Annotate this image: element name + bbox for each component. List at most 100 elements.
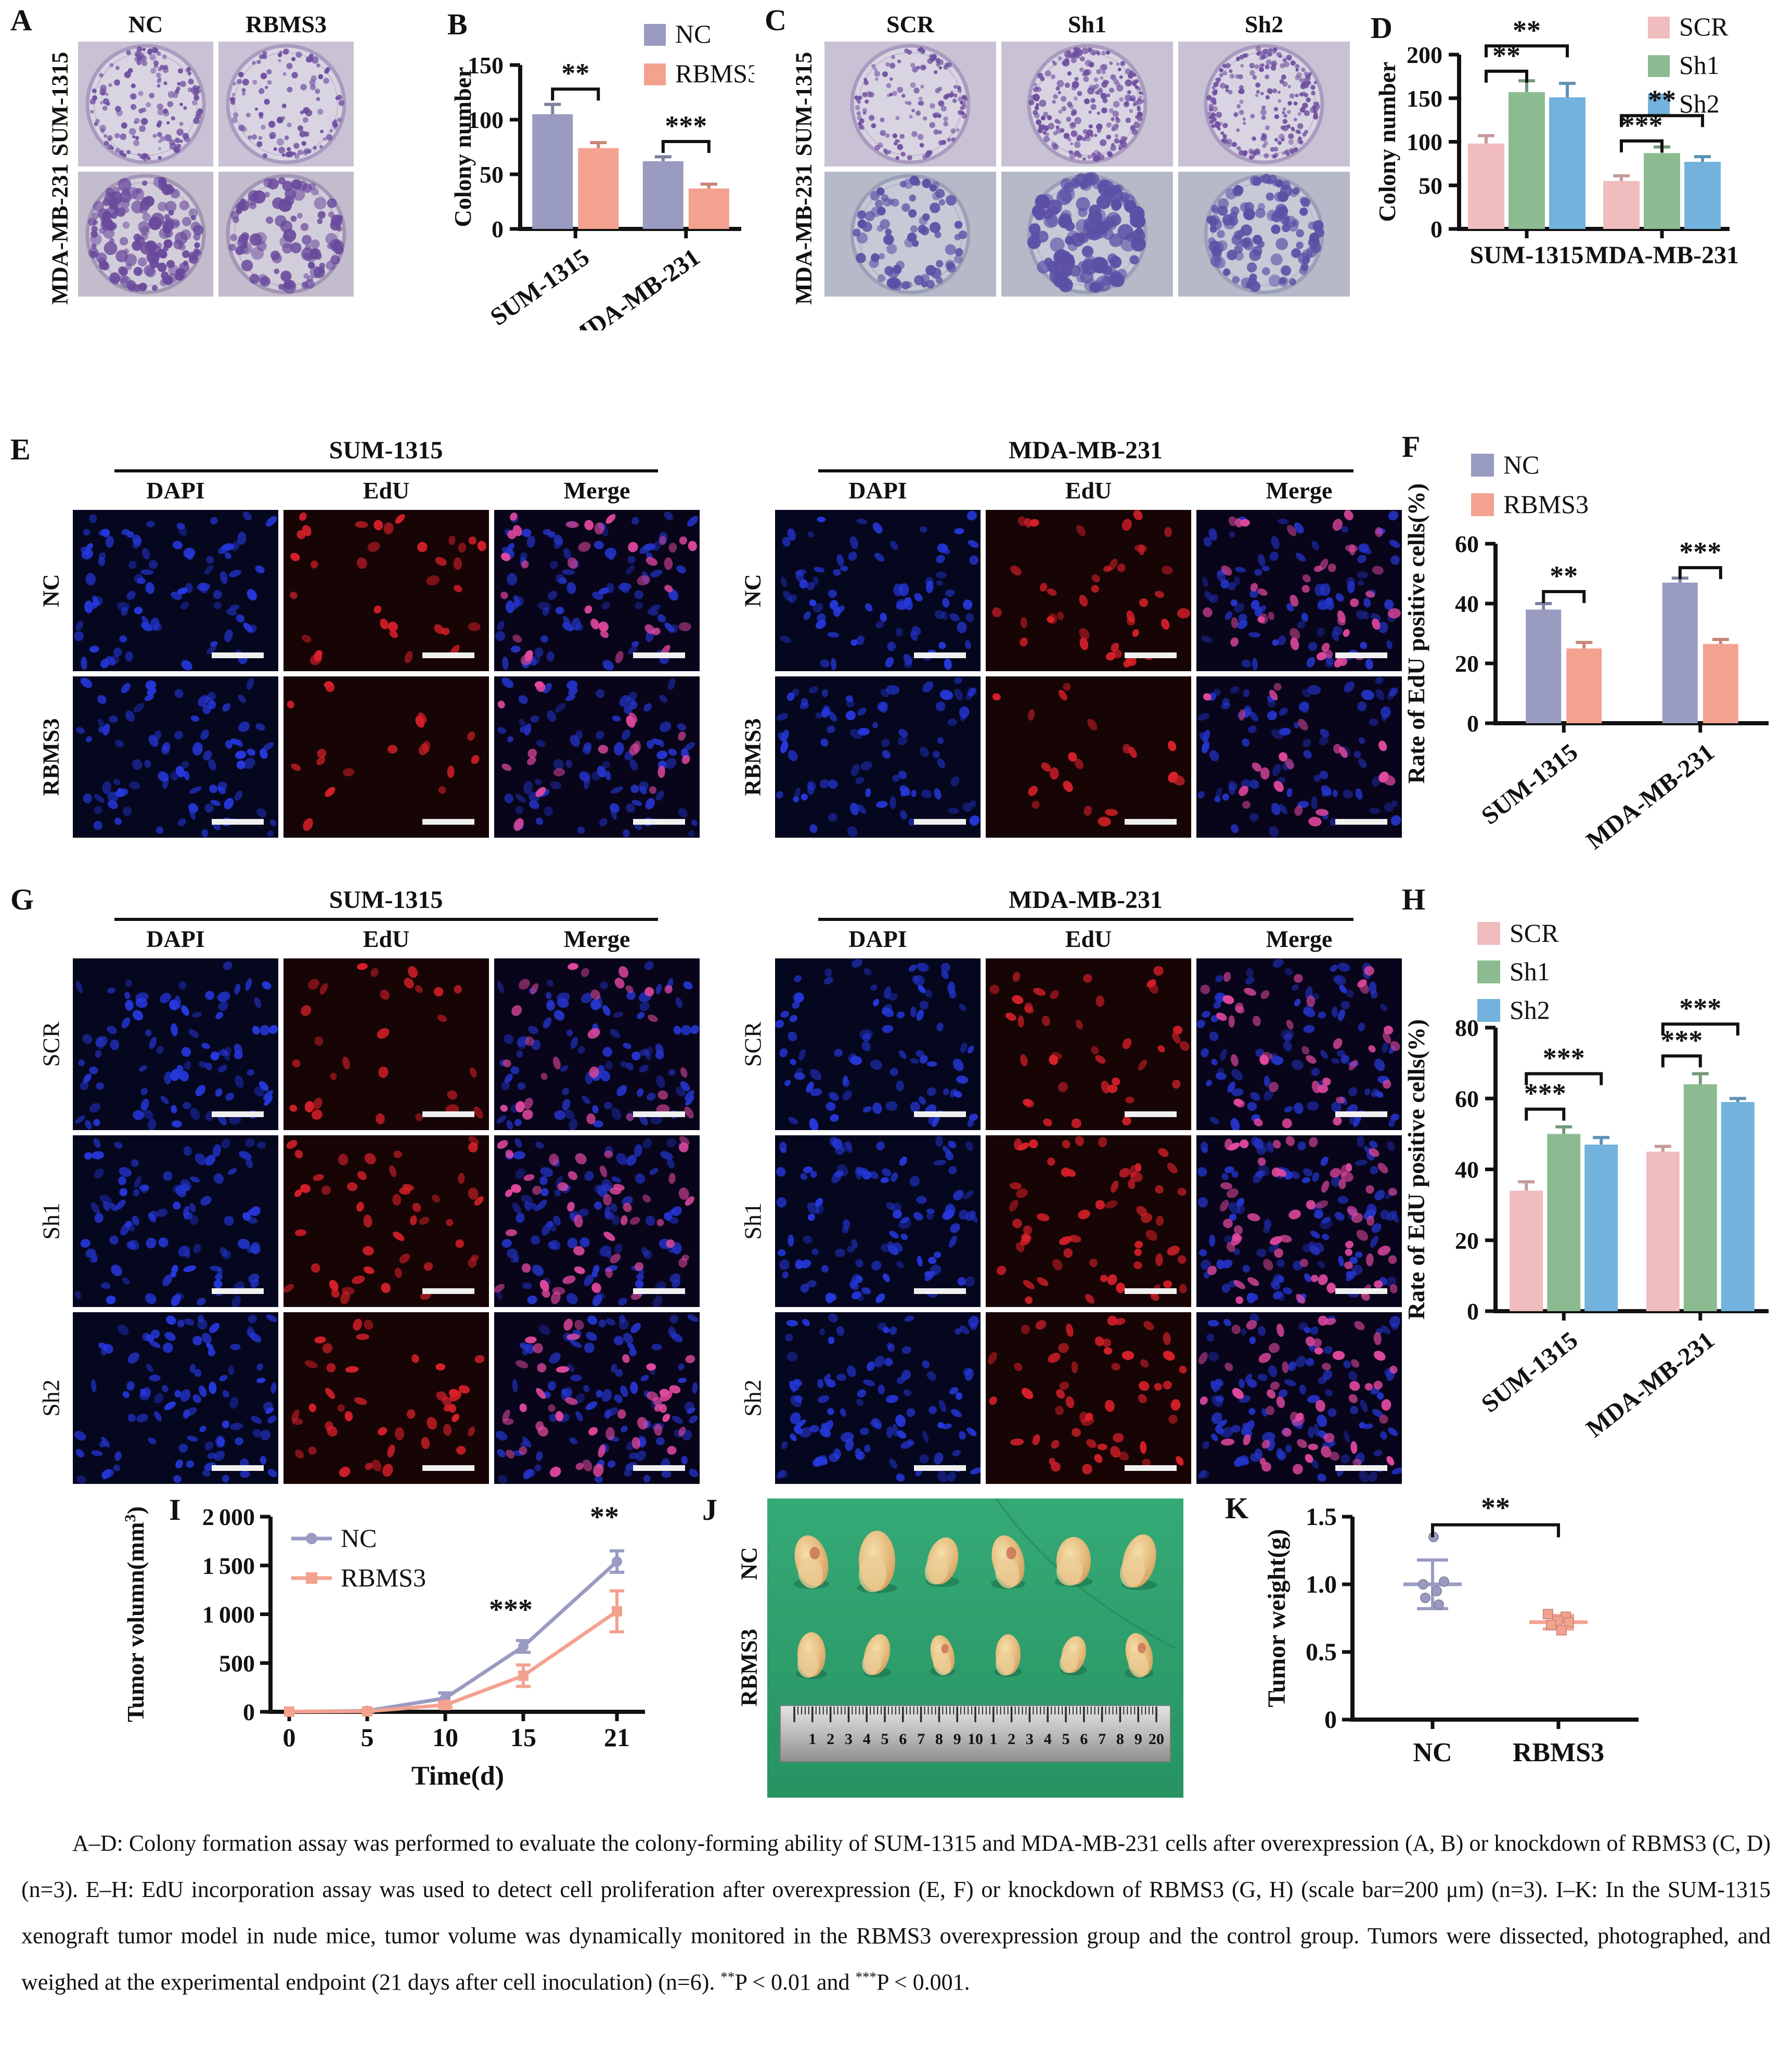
column-header-edu: EdU bbox=[363, 477, 410, 504]
svg-text:20: 20 bbox=[1455, 1227, 1479, 1254]
row-label-mda-mb-231: MDA-MB-231 bbox=[47, 163, 73, 305]
svg-text:60: 60 bbox=[1455, 531, 1479, 557]
svg-text:RBMS3: RBMS3 bbox=[341, 1563, 426, 1592]
svg-text:**: ** bbox=[1513, 15, 1541, 46]
caption-p001: P < 0.01 and bbox=[734, 1969, 856, 1995]
nuclei-edu bbox=[996, 1136, 1187, 1304]
panel-c-colony-knockdown: C SCR Sh1 Sh2 SUM-1315 MDA-MB-231 bbox=[765, 5, 1363, 330]
colony-number-overexpression-chart: 0 50 100 150 Colony number SUM-1315 MDA-MB-231… bbox=[442, 5, 760, 354]
colony-well bbox=[1001, 172, 1173, 297]
scale-bar bbox=[212, 1111, 264, 1117]
tumor-photo-svg: 1 2 3 4 5 6 7 8 9 10 1 2 3 4 5 6 7 8 9 20 bbox=[767, 1497, 1183, 1798]
panel-g-letter: G bbox=[10, 882, 34, 916]
tumor bbox=[1054, 1537, 1093, 1587]
tumor bbox=[1120, 1534, 1157, 1590]
column-header-dapi: DAPI bbox=[146, 926, 205, 952]
svg-text:0: 0 bbox=[283, 1723, 296, 1752]
svg-text:**: ** bbox=[561, 58, 589, 89]
micrograph-dapi bbox=[775, 676, 981, 838]
bar-NC-1 bbox=[642, 161, 684, 229]
bar-NC-0 bbox=[1526, 609, 1562, 723]
scale-bar bbox=[212, 1465, 264, 1471]
micrograph-edu bbox=[283, 510, 489, 671]
edu-rate-knockdown-chart: 0 20 40 60 80 Rate of EdU positive cells(%) SU… bbox=[1399, 885, 1792, 1496]
row-label-sh1: Sh1 bbox=[739, 1202, 766, 1240]
colony-dots bbox=[1206, 174, 1324, 292]
legend-swatch-RBMS3 bbox=[644, 63, 666, 85]
svg-text:Sh1: Sh1 bbox=[1510, 957, 1550, 986]
nuclei-dapi bbox=[775, 958, 978, 1132]
svg-text:9: 9 bbox=[953, 1731, 961, 1748]
column-header-merge: Merge bbox=[563, 926, 630, 952]
scale-bar bbox=[1335, 1465, 1387, 1471]
svg-text:150: 150 bbox=[1407, 85, 1442, 112]
scale-bar bbox=[914, 1288, 966, 1294]
svg-text:**: ** bbox=[1481, 1492, 1510, 1524]
column-header-nc: NC bbox=[128, 11, 163, 37]
colony-well bbox=[78, 172, 213, 297]
svg-text:500: 500 bbox=[219, 1650, 255, 1676]
nuclei-dapi bbox=[75, 1138, 266, 1308]
row-label-sum-1315: SUM-1315 bbox=[791, 52, 817, 157]
nuclei-edu bbox=[502, 1318, 695, 1477]
group-title-underline bbox=[818, 469, 1353, 472]
legend-swatch-SCR bbox=[1648, 17, 1670, 39]
panel-j-letter: J bbox=[702, 1493, 717, 1527]
svg-text:1: 1 bbox=[989, 1731, 997, 1748]
tumor bbox=[1125, 1633, 1154, 1679]
scale-bar bbox=[1125, 1465, 1177, 1471]
tumor bbox=[1060, 1636, 1087, 1675]
micrograph-merge bbox=[494, 1312, 700, 1484]
nuclei-dapi bbox=[74, 511, 277, 671]
figure-caption: A–D: Colony formation assay was performe… bbox=[0, 1820, 1792, 2005]
svg-text:2: 2 bbox=[827, 1731, 834, 1748]
chart-H-svg: 0 20 40 60 80 Rate of EdU positive cells(%) SU… bbox=[1403, 918, 1769, 1443]
bar-RBMS3-0 bbox=[1566, 648, 1602, 723]
chart-I-svg: 0 500 1 000 1 500 2 000 0 5 10 15 21 Time(d) Tumor … bbox=[122, 1501, 645, 1791]
svg-text:0: 0 bbox=[1324, 1706, 1337, 1734]
micrograph-edu bbox=[282, 1135, 489, 1307]
row-label-nc: NC bbox=[38, 574, 64, 607]
svg-text:0: 0 bbox=[1430, 216, 1442, 242]
scale-bar bbox=[422, 1465, 474, 1471]
svg-text:2 000: 2 000 bbox=[202, 1504, 255, 1530]
svg-text:RBMS3: RBMS3 bbox=[1503, 490, 1589, 519]
micrograph-dapi bbox=[775, 1312, 983, 1484]
svg-text:Rate of EdU positive cells(%): Rate of EdU positive cells(%) bbox=[1403, 483, 1429, 784]
micrograph-dapi bbox=[73, 958, 278, 1131]
tumor bbox=[991, 1535, 1025, 1589]
svg-text:60: 60 bbox=[1455, 1085, 1479, 1112]
bar-RBMS3-1 bbox=[1703, 644, 1738, 723]
scale-bar bbox=[1125, 1111, 1177, 1117]
nuclei-edu bbox=[291, 1318, 485, 1477]
svg-text:NC: NC bbox=[1503, 450, 1539, 479]
column-header-rbms3: RBMS3 bbox=[246, 11, 327, 37]
svg-text:150: 150 bbox=[468, 52, 504, 79]
row-label-sh2: Sh2 bbox=[739, 1379, 766, 1417]
svg-text:0: 0 bbox=[243, 1699, 255, 1725]
column-header-merge: Merge bbox=[1266, 477, 1333, 504]
scale-bar bbox=[212, 1288, 264, 1294]
scale-bar bbox=[422, 819, 474, 825]
svg-text:0.5: 0.5 bbox=[1306, 1638, 1337, 1666]
svg-text:50: 50 bbox=[1419, 172, 1442, 199]
panel-h-letter: H bbox=[1402, 882, 1426, 916]
legend-swatch-Sh1 bbox=[1648, 55, 1670, 77]
svg-text:5: 5 bbox=[1062, 1731, 1070, 1748]
colony-dots bbox=[89, 46, 203, 162]
svg-text:20: 20 bbox=[1149, 1731, 1164, 1748]
panel-e-edu-overexpression: E SUM-1315 DAPI EdU Merge NC RBMS3 MDA-MB-231 D… bbox=[10, 432, 1402, 869]
nuclei-edu bbox=[500, 963, 694, 1124]
bar-RBMS3-0 bbox=[578, 148, 619, 229]
group-title-underline bbox=[114, 918, 658, 921]
micrograph-edu bbox=[986, 1135, 1191, 1307]
tumor bbox=[930, 1635, 956, 1676]
tumor-weight-chart: 0 0.5 1.0 1.5 Tumor weight(g) NC RBMS3 ** bbox=[1212, 1491, 1792, 1808]
panel-b-colony-chart: B 0 50 100 150 Colony number SUM-1315 MDA-MB-2… bbox=[442, 5, 760, 354]
svg-text:6: 6 bbox=[1080, 1731, 1088, 1748]
nuclei-edu bbox=[493, 1136, 694, 1304]
micrograph-dapi bbox=[775, 1135, 981, 1307]
column-header-edu: EdU bbox=[1065, 477, 1112, 504]
micrograph-dapi bbox=[73, 510, 278, 671]
